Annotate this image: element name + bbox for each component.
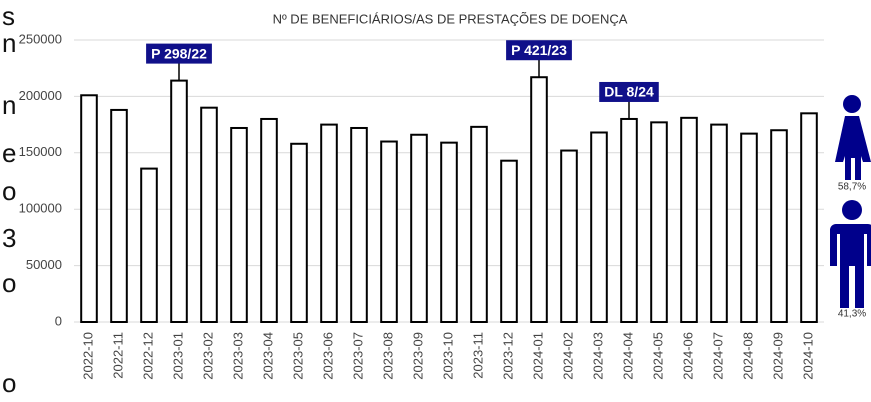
- x-tick-label: 2023-11: [470, 332, 485, 379]
- x-tick-label: 2024-04: [620, 332, 635, 380]
- gender-label: 41,3%: [838, 309, 866, 320]
- chart-title: Nº DE BENEFICIÁRIOS/AS DE PRESTAÇÕES DE …: [273, 11, 628, 26]
- x-tick-label: 2024-05: [650, 332, 665, 380]
- x-tick-label: 2024-09: [770, 332, 785, 380]
- y-tick-label: 150000: [19, 144, 62, 159]
- bar: [620, 117, 638, 323]
- annotation-text: P 421/23: [511, 42, 567, 58]
- x-tick-label: 2022-11: [110, 332, 125, 379]
- x-tick-label: 2024-03: [590, 332, 605, 380]
- bar: [260, 117, 278, 323]
- bar: [320, 123, 338, 323]
- bar: [350, 126, 368, 324]
- x-tick-label: 2023-03: [230, 332, 245, 380]
- cropped-text: e: [2, 138, 16, 168]
- y-tick-label: 0: [55, 313, 62, 328]
- cropped-text: n: [2, 28, 16, 58]
- x-tick-label: 2023-09: [410, 332, 425, 380]
- annotation-box: [506, 40, 572, 61]
- male-icon: [830, 200, 871, 308]
- x-tick-label: 2023-10: [440, 332, 455, 380]
- bar: [500, 159, 518, 323]
- bar: [440, 141, 458, 323]
- y-tick-label: 200000: [19, 88, 62, 103]
- x-tick-label: 2024-07: [710, 332, 725, 380]
- bar: [680, 116, 698, 323]
- annotation-text: P 298/22: [151, 45, 207, 61]
- x-tick-label: 2023-01: [170, 332, 185, 380]
- y-tick-label: 50000: [26, 257, 62, 272]
- annotation-box: [146, 43, 212, 64]
- bar: [380, 140, 398, 323]
- x-tick-label: 2023-12: [500, 332, 515, 380]
- x-tick-label: 2024-08: [740, 332, 755, 380]
- female-icon: [835, 95, 871, 180]
- cropped-text: n: [2, 90, 16, 120]
- gender-label: 58,7%: [838, 182, 866, 193]
- x-tick-label: 2023-08: [380, 332, 395, 380]
- x-tick-label: 2024-10: [800, 332, 815, 380]
- x-tick-label: 2024-01: [530, 332, 545, 380]
- x-tick-label: 2022-10: [80, 332, 95, 380]
- cropped-text: o: [2, 176, 16, 206]
- cropped-text: o: [2, 268, 16, 298]
- cropped-text: 3: [2, 223, 16, 253]
- bar: [80, 94, 98, 323]
- x-tick-label: 2024-02: [560, 332, 575, 380]
- bar: [230, 126, 248, 324]
- bar: [140, 167, 158, 323]
- bar: [110, 108, 128, 323]
- annotation-box: [599, 81, 659, 102]
- x-tick-label: 2023-06: [320, 332, 335, 380]
- bar: [800, 112, 818, 323]
- x-tick-label: 2023-05: [290, 332, 305, 380]
- bar: [530, 76, 548, 323]
- bar: [590, 131, 608, 323]
- bar: [710, 123, 728, 323]
- bar: [770, 129, 788, 323]
- annotation-text: DL 8/24: [604, 84, 654, 100]
- y-tick-label: 250000: [19, 31, 62, 46]
- bar: [170, 79, 188, 323]
- y-tick-label: 100000: [19, 201, 62, 216]
- bar: [560, 149, 578, 323]
- x-tick-label: 2024-06: [680, 332, 695, 380]
- cropped-text: s: [2, 1, 15, 31]
- x-tick-label: 2023-07: [350, 332, 365, 380]
- bar: [470, 125, 488, 323]
- bar: [200, 106, 218, 324]
- cropped-text: o: [2, 368, 16, 398]
- x-tick-label: 2023-02: [200, 332, 215, 380]
- bar: [290, 142, 308, 323]
- bar: [650, 121, 668, 324]
- bar: [740, 132, 758, 323]
- bar: [410, 133, 428, 323]
- x-tick-label: 2023-04: [260, 332, 275, 380]
- x-tick-label: 2022-12: [140, 332, 155, 380]
